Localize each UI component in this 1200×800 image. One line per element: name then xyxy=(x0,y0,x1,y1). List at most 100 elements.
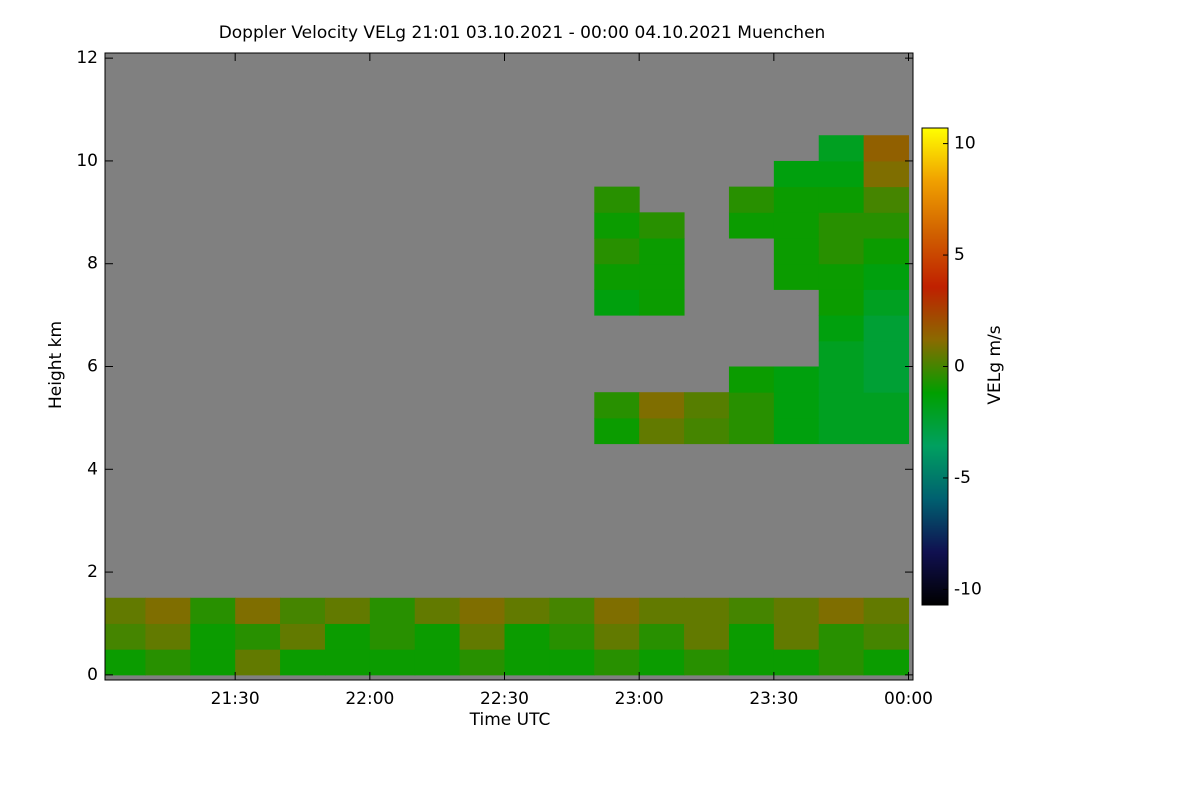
colorbar-strip xyxy=(922,442,948,444)
colorbar-strip xyxy=(922,374,948,376)
colorbar-strip xyxy=(922,211,948,213)
colorbar-strip xyxy=(922,363,948,365)
colorbar-strip xyxy=(922,490,948,492)
colorbar-strip xyxy=(922,207,948,209)
colorbar-strip xyxy=(922,330,948,332)
colorbar-strip xyxy=(922,293,948,295)
colorbar-label: VELg m/s xyxy=(985,325,1005,404)
colorbar-tick-label: -10 xyxy=(954,579,982,599)
colorbar-strip xyxy=(922,486,948,488)
colorbar-strip xyxy=(922,128,948,130)
colorbar-strip xyxy=(922,420,948,422)
colorbar-strip xyxy=(922,190,948,192)
colorbar-strip xyxy=(922,192,948,194)
heatmap-cell xyxy=(863,238,910,265)
colorbar-strip xyxy=(922,250,948,252)
colorbar-strip xyxy=(922,358,948,360)
colorbar-strip xyxy=(922,195,948,197)
colorbar-strip xyxy=(922,354,948,356)
colorbar-strip xyxy=(922,403,948,405)
colorbar-strip xyxy=(922,140,948,142)
colorbar-strip xyxy=(922,504,948,506)
colorbar-strip xyxy=(922,392,948,394)
colorbar-strip xyxy=(922,219,948,221)
colorbar-strip xyxy=(922,412,948,414)
colorbar-strip xyxy=(922,225,948,227)
colorbar-strip xyxy=(922,567,948,569)
colorbar-strip xyxy=(922,505,948,507)
heatmap-cell xyxy=(549,649,595,676)
heatmap-cell xyxy=(459,623,506,650)
colorbar-strip xyxy=(922,210,948,212)
colorbar-strip xyxy=(922,438,948,440)
colorbar-strip xyxy=(922,271,948,273)
colorbar-strip xyxy=(922,496,948,498)
colorbar-strip xyxy=(922,197,948,199)
colorbar-strip xyxy=(922,150,948,152)
colorbar-strip xyxy=(922,447,948,449)
colorbar-strip xyxy=(922,549,948,551)
colorbar-strip xyxy=(922,554,948,556)
colorbar-strip xyxy=(922,305,948,307)
colorbar-strip xyxy=(922,176,948,178)
colorbar-strip xyxy=(922,151,948,153)
heatmap-cell xyxy=(818,366,865,393)
colorbar-strip xyxy=(922,346,948,348)
colorbar-strip xyxy=(922,215,948,217)
colorbar-strip xyxy=(922,236,948,238)
colorbar-strip xyxy=(922,590,948,592)
colorbar-strip xyxy=(922,158,948,160)
colorbar-strip xyxy=(922,278,948,280)
colorbar-strip xyxy=(922,286,948,288)
colorbar-strip xyxy=(922,533,948,535)
colorbar-strip xyxy=(922,545,948,547)
colorbar-strip xyxy=(922,378,948,380)
colorbar-strip xyxy=(922,376,948,378)
colorbar-strip xyxy=(922,466,948,468)
colorbar-strip xyxy=(922,520,948,522)
colorbar-strip xyxy=(922,402,948,404)
colorbar-strip xyxy=(922,430,948,432)
heatmap-cell xyxy=(728,417,775,445)
colorbar-strip xyxy=(922,469,948,471)
colorbar-strip xyxy=(922,274,948,276)
colorbar-strip xyxy=(922,193,948,195)
colorbar-strip xyxy=(922,423,948,425)
colorbar-strip xyxy=(922,399,948,401)
colorbar-strip xyxy=(922,324,948,326)
heatmap-cell xyxy=(235,597,281,624)
colorbar-strip xyxy=(922,214,948,216)
x-tick-label: 22:30 xyxy=(480,689,529,709)
heatmap-cell xyxy=(639,263,685,290)
colorbar-strip xyxy=(922,458,948,460)
colorbar-strip xyxy=(922,560,948,562)
heatmap-cell xyxy=(459,649,506,676)
colorbar-strip xyxy=(922,226,948,228)
colorbar-strip xyxy=(922,568,948,570)
colorbar-strip xyxy=(922,589,948,591)
heatmap-cell xyxy=(369,597,416,624)
colorbar-strip xyxy=(922,359,948,361)
colorbar-strip xyxy=(922,338,948,340)
colorbar-strip xyxy=(922,569,948,571)
heatmap-cell xyxy=(818,340,865,367)
colorbar-strip xyxy=(922,515,948,517)
heatmap-cell xyxy=(105,597,146,624)
colorbar-strip xyxy=(922,467,948,469)
heatmap-cell xyxy=(863,597,910,624)
heatmap-cell xyxy=(639,392,685,419)
colorbar-strip xyxy=(922,352,948,354)
colorbar-strip xyxy=(922,546,948,548)
heatmap-cell xyxy=(504,623,550,650)
colorbar-strip xyxy=(922,198,948,200)
colorbar-strip xyxy=(922,227,948,229)
heatmap-cell xyxy=(773,597,820,624)
colorbar-strip xyxy=(922,593,948,595)
colorbar-strip xyxy=(922,597,948,599)
colorbar-strip xyxy=(922,296,948,298)
colorbar-strip xyxy=(922,220,948,222)
heatmap-cell xyxy=(818,212,865,239)
colorbar-strip xyxy=(922,203,948,205)
colorbar-strip xyxy=(922,350,948,352)
colorbar-tick-label: 5 xyxy=(954,245,965,265)
